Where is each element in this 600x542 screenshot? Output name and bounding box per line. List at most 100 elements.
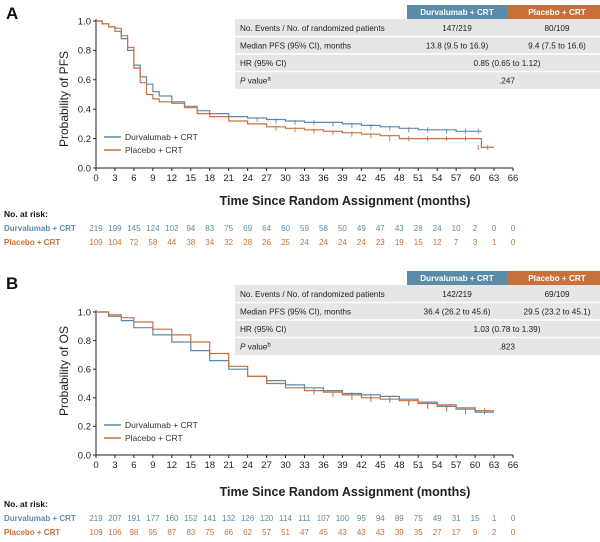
panel-a-y-axis-title: Probability of PFS — [57, 51, 71, 147]
panel-b-at-risk-durvalumab-count: 94 — [376, 514, 385, 523]
panel-b-y-tick-label: 0.8 — [78, 336, 91, 347]
panel-a-table-placebo-value: 80/109 — [544, 24, 569, 33]
panel-a-table-row-label: HR (95% CI) — [240, 59, 287, 68]
panel-b-at-risk-placebo-count: 43 — [376, 528, 385, 537]
panel-a-at-risk-placebo-label: Placebo + CRT — [4, 238, 60, 247]
panel-b-at-risk-durvalumab-count: 1 — [492, 514, 497, 523]
panel-b-legend: Durvalumab + CRT Placebo + CRT — [104, 420, 198, 443]
panel-a-at-risk-placebo-count: 24 — [357, 238, 366, 247]
panel-a-x-tick-label: 39 — [337, 173, 348, 184]
panel-b-at-risk-placebo-count: 9 — [473, 528, 478, 537]
panel-a-label: A — [6, 4, 18, 23]
panel-b-at-risk-placebo-count: 98 — [129, 528, 138, 537]
panel-b-table-row-label: HR (95% CI) — [240, 325, 287, 334]
panel-b-x-tick-label: 27 — [261, 460, 272, 471]
panel-b-at-risk-durvalumab-count: 120 — [260, 514, 274, 523]
panel-b-at-risk-durvalumab-count: 126 — [241, 514, 255, 523]
panel-a-table-durvalumab-value: 13.8 (9.5 to 16.9) — [426, 41, 489, 50]
panel-b-at-risk-durvalumab-count: 152 — [184, 514, 198, 523]
panel-b-at-risk-durvalumab-count: 95 — [357, 514, 366, 523]
panel-a-at-risk-durvalumab-count: 145 — [127, 224, 141, 233]
panel-b-y-tick-label: 1.0 — [78, 307, 91, 318]
panel-a-at-risk-placebo-count: 0 — [511, 238, 516, 247]
panel-b-table-merged-value: .823 — [499, 342, 515, 351]
panel-a-x-tick-label: 9 — [150, 173, 155, 184]
panel-a-at-risk-placebo-count: 104 — [108, 238, 122, 247]
panel-a-at-risk-durvalumab-count: 50 — [338, 224, 347, 233]
panel-a-x-tick-label: 6 — [131, 173, 136, 184]
panel-b-at-risk-durvalumab-count: 89 — [395, 514, 404, 523]
panel-a-x-tick-label: 45 — [375, 173, 386, 184]
panel-a-at-risk-placebo-count: 44 — [167, 238, 176, 247]
panel-b-at-risk-durvalumab-count: 219 — [89, 514, 103, 523]
panel-b-at-risk-placebo-label: Placebo + CRT — [4, 528, 60, 537]
panel-a-y-tick-label: 0.2 — [78, 134, 91, 145]
panel-b-x-axis-title: Time Since Random Assignment (months) — [220, 485, 471, 499]
panel-a-table-row-label: No. Events / No. of randomized patients — [240, 24, 385, 33]
panel-a-axes: 0 3 6 9 12 15 18 21 24 27 30 33 36 39 42 45 48 51 54 57 60 63… — [78, 16, 519, 184]
panel-a-at-risk-durvalumab-count: 10 — [452, 224, 461, 233]
panel-b-at-risk-placebo-count: 45 — [319, 528, 328, 537]
panel-b-at-risk-durvalumab-count: 141 — [203, 514, 217, 523]
panel-a-x-tick-label: 63 — [489, 173, 500, 184]
panel-a-at-risk-durvalumab-count: 43 — [395, 224, 404, 233]
panel-b-at-risk-durvalumab-count: 15 — [471, 514, 480, 523]
panel-b-table-durvalumab-value: 142/219 — [442, 290, 472, 299]
panel-b-x-tick-label: 57 — [451, 460, 462, 471]
panel-a-at-risk-durvalumab-count: 0 — [492, 224, 497, 233]
panel-a-at-risk-placebo-count: 25 — [281, 238, 290, 247]
panel-b-at-risk-placebo-count: 51 — [281, 528, 290, 537]
panel-a-at-risk-durvalumab-count: 28 — [414, 224, 423, 233]
panel-b-at-risk-durvalumab-count: 132 — [222, 514, 236, 523]
panel-a-at-risk-table: No. at risk: Durvalumab + CRT Placebo + CR… — [4, 209, 516, 247]
panel-b-x-tick-label: 66 — [508, 460, 519, 471]
panel-a-at-risk-durvalumab-count: 60 — [281, 224, 290, 233]
panel-b-x-tick-label: 51 — [413, 460, 424, 471]
panel-a-x-tick-label: 18 — [204, 173, 215, 184]
panel-a-at-risk-title: No. at risk: — [4, 209, 48, 219]
panel-a-placebo-curve — [96, 20, 494, 148]
panel-a-at-risk-placebo-count: 3 — [473, 238, 478, 247]
panel-b-at-risk-durvalumab-count: 191 — [127, 514, 141, 523]
panel-a-at-risk-placebo-count: 15 — [414, 238, 423, 247]
panel-a-at-risk-placebo-count: 24 — [319, 238, 328, 247]
panel-a-x-tick-label: 27 — [261, 173, 272, 184]
panel-b-curves — [96, 311, 494, 415]
panel-a-table-durvalumab-value: 147/219 — [442, 24, 472, 33]
panel-a-at-risk-durvalumab-count: 47 — [376, 224, 385, 233]
panel-b-x-tick-label: 21 — [223, 460, 234, 471]
panel-b-y-tick-label: 0.0 — [78, 450, 91, 461]
panel-a-table-header-durvalumab-bg — [407, 5, 507, 19]
panel-b: B Probability of OS Time Since Random As… — [4, 271, 600, 537]
panel-a-at-risk-placebo-count: 23 — [376, 238, 385, 247]
panel-a-at-risk-durvalumab-count: 94 — [186, 224, 195, 233]
panel-b-at-risk-table: No. at risk: Durvalumab + CRT Placebo + CR… — [4, 499, 516, 537]
panel-a-at-risk-placebo-count: 72 — [129, 238, 138, 247]
panel-a-table-row-label-text: value — [245, 76, 267, 85]
panel-a-at-risk-placebo-count: 19 — [395, 238, 404, 247]
panel-b-x-tick-label: 63 — [489, 460, 500, 471]
panel-b-at-risk-durvalumab-count: 207 — [108, 514, 122, 523]
panel-a-x-tick-label: 21 — [223, 173, 234, 184]
panel-b-at-risk-placebo-count: 57 — [262, 528, 271, 537]
panel-a-x-tick-label: 30 — [280, 173, 291, 184]
panel-b-table-merged-value: 1.03 (0.78 to 1.39) — [474, 325, 541, 334]
panel-b-x-tick-label: 39 — [337, 460, 348, 471]
panel-b-at-risk-durvalumab-label: Durvalumab + CRT — [4, 514, 76, 523]
panel-a-at-risk-placebo-count: 34 — [205, 238, 214, 247]
panel-b-y-tick-label: 0.6 — [78, 365, 91, 376]
panel-b-table-header-durvalumab-bg — [407, 271, 507, 285]
panel-a-x-tick-label: 48 — [394, 173, 405, 184]
panel-b-at-risk-placebo-count: 2 — [492, 528, 497, 537]
panel-a-at-risk-placebo-count: 58 — [148, 238, 157, 247]
panel-b-table-row-label-text: value — [245, 342, 267, 351]
panel-b-at-risk-durvalumab-count: 49 — [433, 514, 442, 523]
panel-a-x-tick-label: 15 — [185, 173, 196, 184]
panel-a-x-tick-label: 54 — [432, 173, 443, 184]
panel-a-x-tick-label: 42 — [356, 173, 367, 184]
panel-a-table-header-placebo: Placebo + CRT — [528, 8, 586, 17]
panel-b-at-risk-placebo-count: 66 — [224, 528, 233, 537]
panel-b-at-risk-durvalumab-count: 160 — [165, 514, 179, 523]
panel-a: A Probability of PFS Time Since Random A… — [4, 4, 600, 247]
